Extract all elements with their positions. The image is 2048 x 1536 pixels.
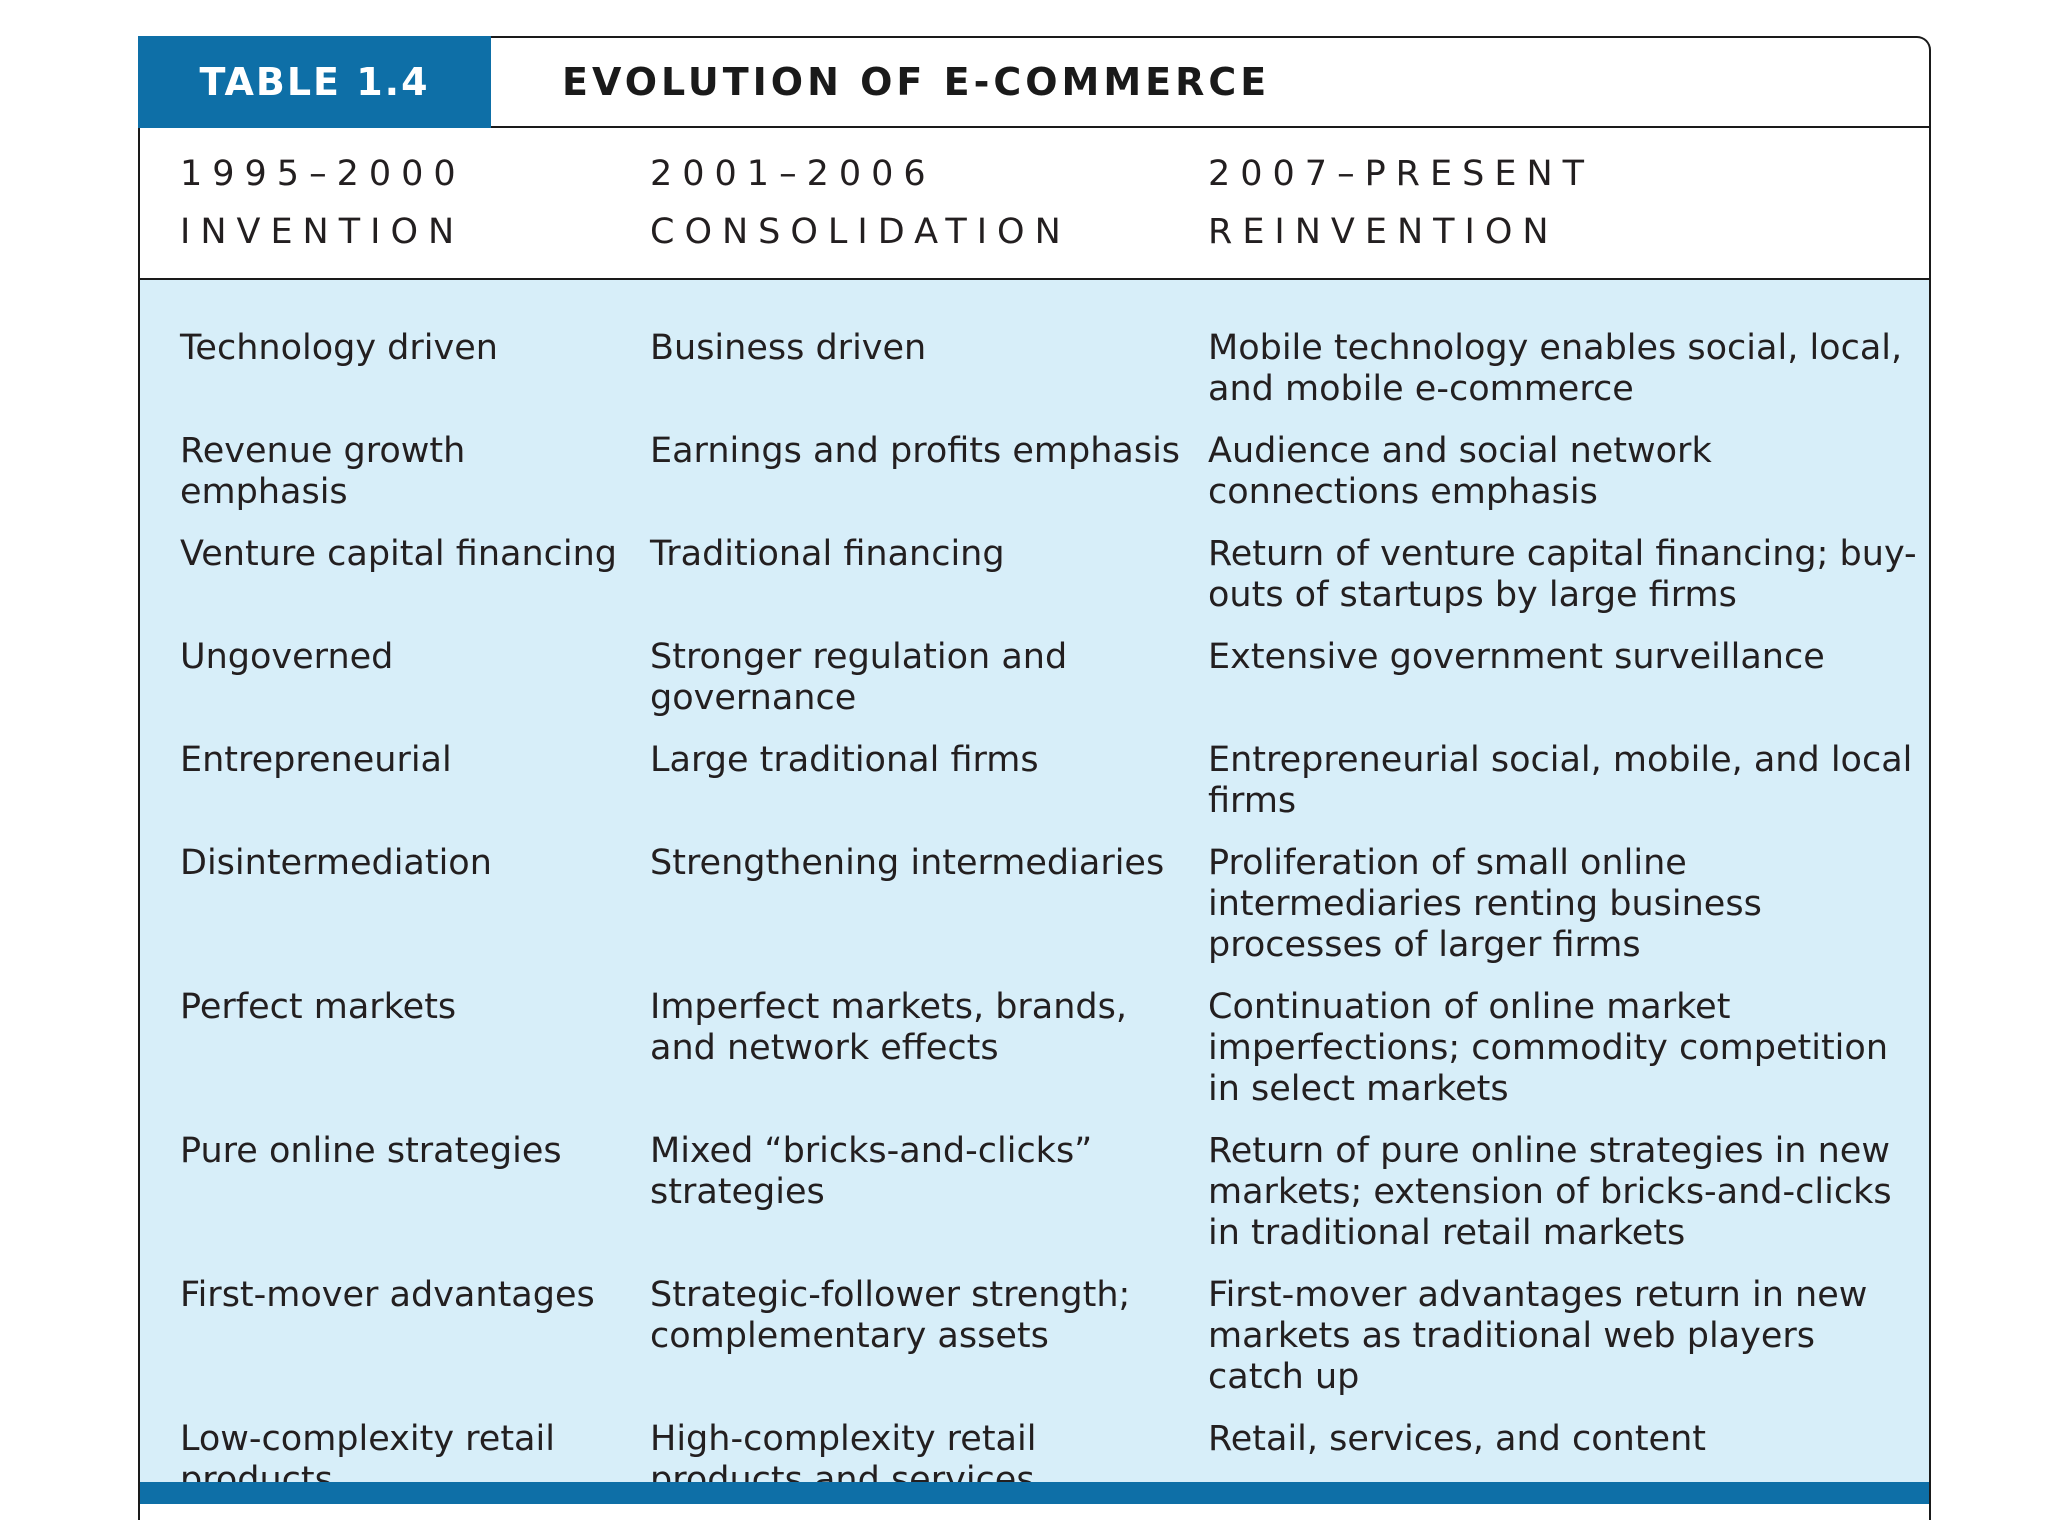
table-cell: Ungoverned [180, 637, 394, 677]
table-bottom-rule [140, 1482, 1929, 1504]
column-period: 1995–2000 [180, 154, 466, 194]
table-cell: Entrepreneurial social, mobile, and loca… [1208, 740, 1913, 821]
column-header-row: 1995–2000 INVENTION 2001–2006 CONSOLIDAT… [140, 128, 1929, 280]
table-cell: Earnings and profits emphasis [650, 431, 1181, 471]
column-phase: REINVENTION [1208, 212, 1559, 252]
table-cell: Perfect markets [180, 987, 457, 1027]
table-cell: Revenue growth emphasis [180, 431, 466, 512]
table-cell: Stronger regulation and governance [650, 637, 1068, 718]
table-cell: Entrepreneurial [180, 740, 452, 780]
table-number-label: TABLE 1.4 [138, 36, 491, 128]
table-cell: Technology driven [180, 328, 498, 368]
table-cell: Disintermediation [180, 843, 492, 883]
evolution-table: TABLE 1.4 EVOLUTION OF E-COMMERCE 1995–2… [138, 36, 1931, 1520]
table-cell: Venture capital financing [180, 534, 618, 574]
table-cell: Strategic-follower strength; complementa… [650, 1275, 1131, 1356]
table-cell: Strengthening intermediaries [650, 843, 1165, 883]
table-cell: Retail, services, and content [1208, 1419, 1706, 1459]
table-body: Technology driven Business driven Mobile… [140, 280, 1929, 1500]
table-cell: Proliferation of small online intermedia… [1208, 843, 1762, 965]
column-period: 2007–PRESENT [1208, 154, 1595, 194]
table-cell: Traditional financing [650, 534, 1005, 574]
table-cell: Audience and social network connections … [1208, 431, 1712, 512]
column-period: 2001–2006 [650, 154, 936, 194]
table-cell: Continuation of online market imperfecti… [1208, 987, 1889, 1109]
table-cell: First-mover advantages return in new mar… [1208, 1275, 1868, 1397]
table-cell: Return of venture capital financing; buy… [1208, 534, 1917, 615]
table-title: EVOLUTION OF E-COMMERCE [562, 60, 1271, 104]
table-cell: Return of pure online strategies in new … [1208, 1131, 1892, 1253]
table-cell: Extensive government surveillance [1208, 637, 1825, 677]
table-cell: Mixed “bricks-and-clicks” strategies [650, 1131, 1093, 1212]
table-cell: First-mover advantages [180, 1275, 595, 1315]
column-phase: INVENTION [180, 212, 465, 252]
table-cell: Business driven [650, 328, 927, 368]
table-cell: Imperfect markets, brands, and network e… [650, 987, 1128, 1068]
column-phase: CONSOLIDATION [650, 212, 1071, 252]
table-cell: Large traditional firms [650, 740, 1039, 780]
table-cell: Low-complexity retail products [180, 1419, 555, 1500]
table-cell: Mobile technology enables social, local,… [1208, 328, 1903, 409]
table-title-bar: TABLE 1.4 EVOLUTION OF E-COMMERCE [138, 36, 1929, 128]
table-cell: Pure online strategies [180, 1131, 562, 1171]
